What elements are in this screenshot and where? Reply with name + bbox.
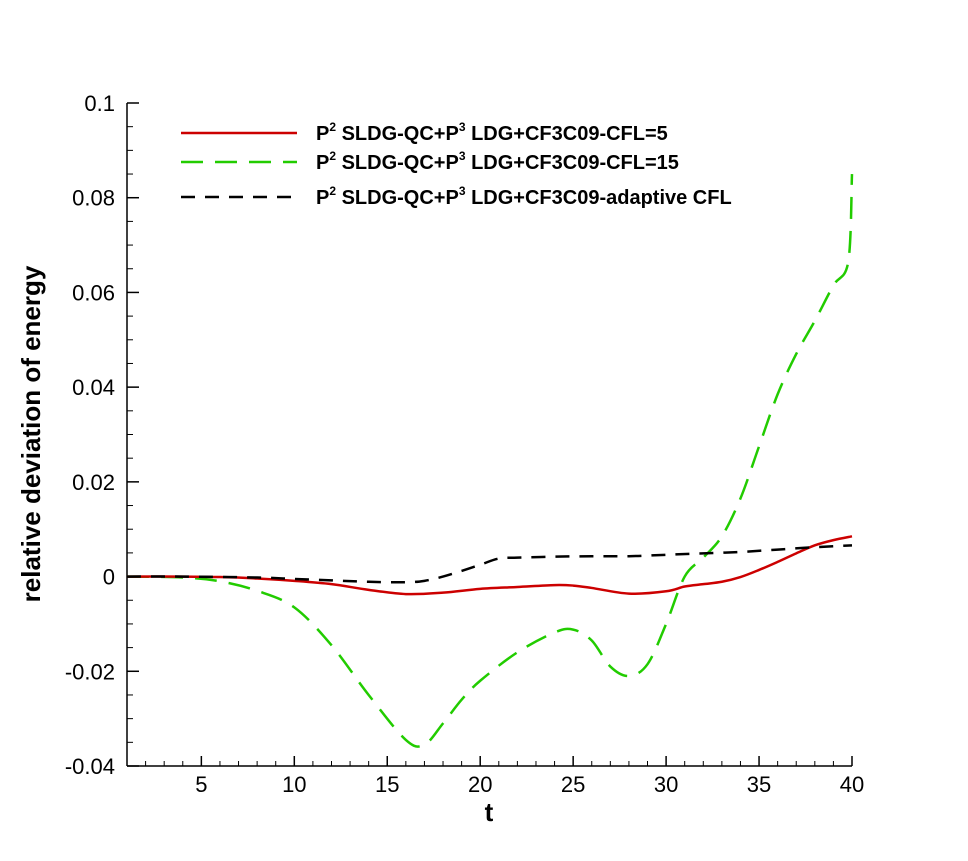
series-lines xyxy=(126,173,854,748)
series-line-2 xyxy=(126,544,853,584)
y-tick-label: 0.04 xyxy=(72,375,115,400)
x-tick-label: 5 xyxy=(195,772,207,797)
y-tick-label: 0.1 xyxy=(84,91,115,116)
y-tick-label: -0.02 xyxy=(65,659,115,684)
x-tick-label: 10 xyxy=(282,772,306,797)
x-axis-title: t xyxy=(485,797,494,827)
y-axis-title: relative deviation of energy xyxy=(16,265,46,602)
series-line-1 xyxy=(126,173,854,748)
x-tick-label: 35 xyxy=(747,772,771,797)
y-tick-label: 0.02 xyxy=(72,470,115,495)
legend: P2 SLDG-QC+P3 LDG+CF3C09-CFL=5 P2 SLDG-QC… xyxy=(181,120,732,209)
x-tick-label: 15 xyxy=(375,772,399,797)
axis-ticks: 5 10 15 20 25 30 35 40 -0.04 -0.02 0 0.02 0.04 0.06 0.… xyxy=(65,91,864,797)
y-tick-label: 0.08 xyxy=(72,186,115,211)
series-line-0 xyxy=(126,535,853,596)
y-tick-label: 0 xyxy=(103,565,115,590)
y-tick-label: 0.06 xyxy=(72,280,115,305)
legend-label-2: P2 SLDG-QC+P3 LDG+CF3C09-adaptive CFL xyxy=(316,184,732,209)
legend-label-1: P2 SLDG-QC+P3 LDG+CF3C09-CFL=15 xyxy=(316,149,679,174)
x-tick-label: 30 xyxy=(654,772,678,797)
y-tick-label: -0.04 xyxy=(65,754,115,779)
x-tick-label: 25 xyxy=(561,772,585,797)
x-tick-label: 40 xyxy=(840,772,864,797)
legend-label-0: P2 SLDG-QC+P3 LDG+CF3C09-CFL=5 xyxy=(316,120,668,145)
x-tick-label: 20 xyxy=(468,772,492,797)
